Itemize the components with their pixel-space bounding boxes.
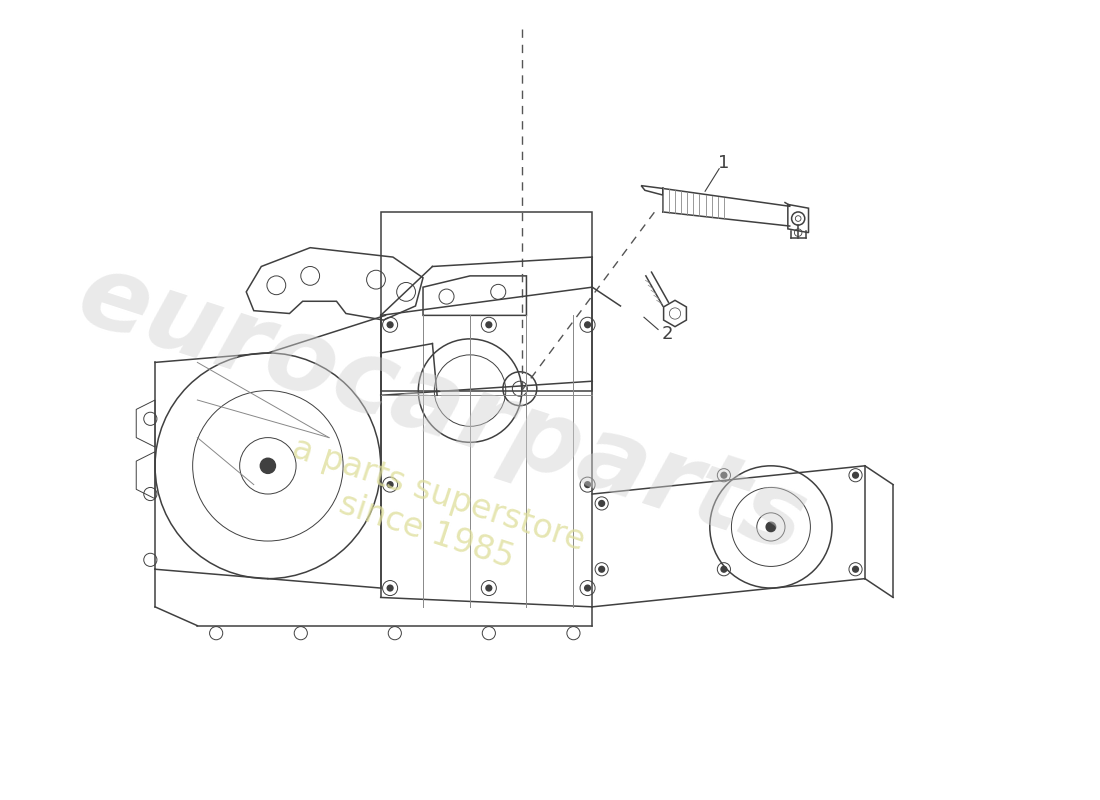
Circle shape	[722, 472, 727, 478]
Circle shape	[387, 322, 393, 328]
Text: a parts superstore
since 1985: a parts superstore since 1985	[276, 432, 588, 594]
Circle shape	[486, 322, 492, 328]
Circle shape	[598, 566, 605, 572]
Circle shape	[767, 522, 775, 532]
Text: 1: 1	[718, 154, 729, 172]
Circle shape	[585, 322, 591, 328]
Circle shape	[722, 566, 727, 572]
Circle shape	[585, 482, 591, 487]
Text: eurocarparts: eurocarparts	[65, 244, 818, 574]
Circle shape	[598, 501, 605, 506]
Circle shape	[387, 482, 393, 487]
Text: 2: 2	[662, 325, 673, 343]
Circle shape	[852, 566, 858, 572]
Circle shape	[261, 458, 275, 474]
Circle shape	[585, 586, 591, 591]
Circle shape	[387, 586, 393, 591]
Circle shape	[486, 586, 492, 591]
Circle shape	[852, 472, 858, 478]
